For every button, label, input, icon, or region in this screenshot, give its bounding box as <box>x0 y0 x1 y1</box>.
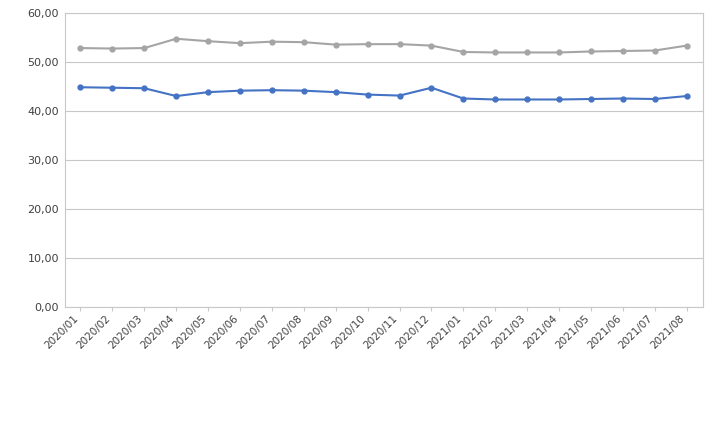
% werkgevers <box>267 39 276 44</box>
% bedienden <box>204 89 212 95</box>
% werkgevers <box>108 46 117 51</box>
% bedienden <box>172 94 181 99</box>
% bedienden <box>427 85 436 90</box>
% werkgevers <box>300 40 308 45</box>
% bedienden <box>555 97 564 102</box>
Line: % bedienden: % bedienden <box>78 85 689 102</box>
% bedienden <box>300 88 308 93</box>
% bedienden <box>395 93 404 98</box>
% werkgevers <box>395 42 404 47</box>
% bedienden <box>364 92 372 97</box>
% bedienden <box>650 96 659 101</box>
% werkgevers <box>364 42 372 47</box>
% bedienden <box>587 96 595 101</box>
% bedienden <box>108 85 117 90</box>
% bedienden <box>76 85 85 90</box>
% bedienden <box>331 89 340 95</box>
% bedienden <box>236 88 244 93</box>
% werkgevers <box>236 40 244 46</box>
% bedienden <box>523 97 531 102</box>
% werkgevers <box>427 43 436 48</box>
% bedienden <box>267 88 276 93</box>
% werkgevers <box>523 50 531 55</box>
% werkgevers <box>587 49 595 54</box>
% werkgevers <box>619 49 627 54</box>
Line: % werkgevers: % werkgevers <box>78 36 689 55</box>
% bedienden <box>140 86 148 91</box>
% werkgevers <box>650 48 659 53</box>
% bedienden <box>619 96 627 101</box>
% werkgevers <box>555 50 564 55</box>
% werkgevers <box>204 39 212 44</box>
% werkgevers <box>683 43 691 48</box>
% bedienden <box>459 96 467 101</box>
% werkgevers <box>140 46 148 51</box>
% bedienden <box>683 94 691 99</box>
% bedienden <box>491 97 500 102</box>
% werkgevers <box>331 42 340 47</box>
% werkgevers <box>491 50 500 55</box>
% werkgevers <box>76 46 85 51</box>
% werkgevers <box>459 49 467 55</box>
% werkgevers <box>172 36 181 41</box>
